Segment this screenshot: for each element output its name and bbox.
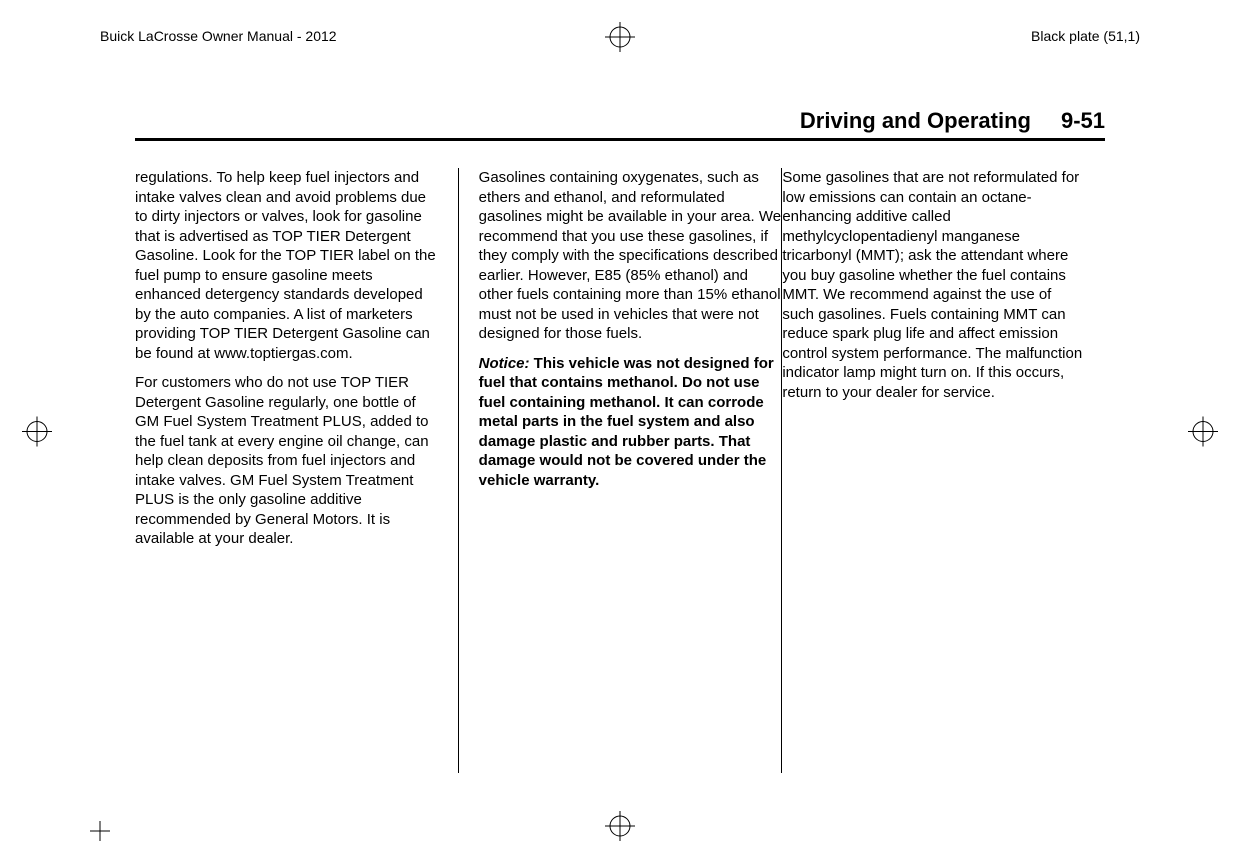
column-3: Some gasolines that are not reformulated… <box>782 168 1105 773</box>
page-title: Driving and Operating <box>800 108 1031 134</box>
page-title-row: Driving and Operating 9-51 <box>800 108 1105 134</box>
notice-label: Notice: <box>479 355 530 372</box>
title-rule <box>135 138 1105 141</box>
col1-para1: regulations. To help keep fuel injectors… <box>135 168 438 363</box>
col3-para1: Some gasolines that are not reformulated… <box>782 168 1085 402</box>
crop-mark-top-icon <box>605 22 635 57</box>
column-2: Gasolines containing oxygenates, such as… <box>459 168 782 773</box>
crop-mark-bottom-icon <box>605 811 635 846</box>
header-left-text: Buick LaCrosse Owner Manual - 2012 <box>100 28 337 44</box>
crop-mark-corner-icon <box>90 821 110 846</box>
header-right-text: Black plate (51,1) <box>1031 28 1140 44</box>
col2-para1: Gasolines containing oxygenates, such as… <box>479 168 782 344</box>
content-area: regulations. To help keep fuel injectors… <box>135 168 1105 773</box>
col1-para2: For customers who do not use TOP TIER De… <box>135 373 438 549</box>
page-number: 9-51 <box>1061 108 1105 134</box>
notice-text: This vehicle was not designed for fuel t… <box>479 355 774 489</box>
crop-mark-right-icon <box>1188 417 1218 452</box>
col2-notice: Notice: This vehicle was not designed fo… <box>479 354 782 491</box>
column-1: regulations. To help keep fuel injectors… <box>135 168 458 773</box>
crop-mark-left-icon <box>22 417 52 452</box>
